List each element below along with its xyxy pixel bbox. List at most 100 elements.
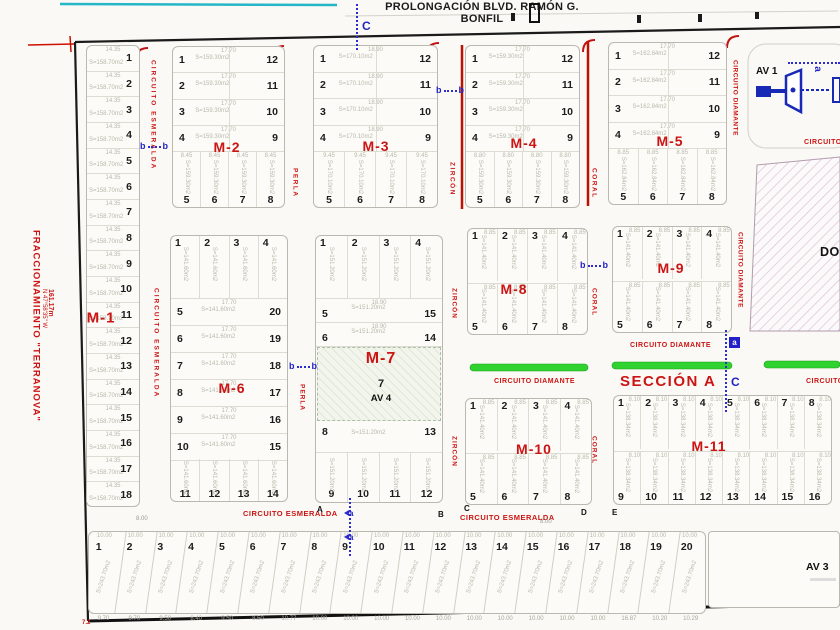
lot-number: 15 bbox=[526, 541, 539, 553]
lot-dim-label: 8.10 bbox=[737, 397, 750, 403]
lot-number: 14 bbox=[496, 541, 508, 553]
lot-area-label: S=158.70m2 bbox=[89, 213, 124, 220]
dim-cell: 10.29 bbox=[675, 616, 706, 624]
block-m3: 1 12 S=170.10m2 18.90 2 11 S=170.10m2 18.90 3 10 S… bbox=[313, 45, 438, 208]
street-diamante-horizontal-3: CIRCUITO DIAMANTE bbox=[806, 378, 840, 385]
section-marker-a-box: a bbox=[729, 337, 740, 348]
lot-dim-label: 17.70 bbox=[514, 47, 531, 53]
lot-cell: 13 S=138.34m2 8.10 bbox=[722, 452, 749, 504]
lot-area-label: S=141.60m2 bbox=[211, 246, 218, 281]
lot-number: 12 bbox=[419, 52, 431, 65]
lot-dim-label: 10.00 bbox=[435, 533, 451, 539]
lot-cell: 10.00 14 S=243.70m2 bbox=[483, 532, 520, 613]
street-diamante-horizontal-4: CIRCUITO DIAMANTE bbox=[804, 139, 840, 146]
lot-cell: 14 S=138.34m2 8.10 bbox=[749, 452, 776, 504]
lot-number: 6 bbox=[501, 490, 508, 503]
lot-number: 14 bbox=[754, 490, 766, 503]
lot-dim-label: 8.10 bbox=[682, 453, 695, 459]
lot-row: 14.35 S=158.70m2 15 bbox=[87, 405, 139, 431]
section-arrow-marker: a bbox=[341, 527, 353, 545]
lot-row-bottom: 9 S=151.20m2 10 S=151.20m2 11 S=151.20m2 12 S=1… bbox=[316, 453, 442, 502]
lot-number: 3 bbox=[533, 400, 539, 412]
point-letter-b: B bbox=[438, 510, 444, 519]
lot-dim-label: 8.85 bbox=[718, 282, 730, 289]
lot-dim-label: 8.10 bbox=[737, 453, 750, 459]
lot-number: 5 bbox=[617, 318, 623, 331]
lot-area-label: S=159.30m2 bbox=[488, 54, 523, 61]
dim-cell: 8.50 bbox=[243, 616, 274, 624]
lot-dim-label: 10.00 bbox=[312, 533, 328, 539]
lot-area-label: S=151.20m2 bbox=[328, 457, 335, 493]
lot-number: 8 bbox=[322, 426, 328, 438]
lot-cell: 10.00 8 S=243.70m2 bbox=[298, 532, 336, 613]
lot-number: 19 bbox=[269, 332, 281, 345]
lot-area-label: S=158.70m2 bbox=[89, 239, 124, 246]
dim-cell: 10.00 bbox=[552, 616, 583, 624]
lot-number: 12 bbox=[699, 490, 712, 503]
lot-dim-label: 10.00 bbox=[158, 533, 174, 539]
street-esmeralda-horizontal-1: CIRCUITO ESMERALDA bbox=[243, 509, 338, 518]
lot-dim-label: 10.00 bbox=[220, 533, 236, 539]
lot-dim-label: 14.35 bbox=[105, 483, 121, 490]
block-label-m1: M-1 bbox=[86, 309, 116, 327]
lot-dim-label: 8.85 bbox=[718, 228, 730, 234]
lot-number: 1 bbox=[95, 541, 102, 553]
street-perla-vertical-1: PERLA bbox=[291, 168, 299, 198]
lot-cell: 8 S=159.30m2 8.45 bbox=[256, 152, 284, 207]
lot-dim-label: 8.80 bbox=[530, 153, 543, 159]
lot-row-bottom: 5 S=159.30m2 8.45 6 S=159.30m2 8.45 7 S=159.30m… bbox=[173, 152, 284, 207]
survey-tick bbox=[511, 13, 515, 21]
lot-row-bottom: 5 S=159.30m2 8.80 6 S=159.30m2 8.80 7 S=159.30m… bbox=[466, 152, 579, 207]
block-m4: 1 12 S=159.30m2 17.70 2 11 S=159.30m2 17.70 3 10 S… bbox=[465, 45, 580, 208]
lot-dim-label: 17.70 bbox=[220, 48, 237, 54]
lot-cell: 2 S=151.20m2 bbox=[346, 236, 379, 298]
lot-dim-label: 8.40 bbox=[190, 616, 203, 622]
lot-row: 1 12 S=162.84m2 17.70 bbox=[609, 43, 726, 70]
lot-number: 5 bbox=[476, 193, 483, 206]
lot-area-label: S=159.30m2 bbox=[211, 159, 218, 194]
lot-number: 14 bbox=[267, 487, 279, 500]
lot-number: 5 bbox=[322, 307, 328, 320]
marker-b-letter: b bbox=[140, 141, 146, 151]
lot-area-label: S=141.40m2 bbox=[624, 233, 631, 268]
lot-area-label: S=158.70m2 bbox=[89, 418, 124, 425]
lot-number: 2 bbox=[645, 397, 652, 409]
lot-area-label: S=158.70m2 bbox=[89, 264, 124, 271]
lot-number: 1 bbox=[175, 237, 181, 249]
lot-number: 1 bbox=[320, 237, 326, 249]
lot-number: 6 bbox=[357, 193, 363, 206]
lot-number: 9 bbox=[177, 413, 183, 426]
lot-area-label: S=243.70m2 bbox=[157, 559, 175, 594]
point-letter-a: A bbox=[317, 505, 323, 514]
lot-row: 14.35 S=158.70m2 9 bbox=[87, 251, 139, 277]
dim-cell: 16.87 bbox=[613, 616, 644, 624]
lot-number: 6 bbox=[646, 318, 653, 331]
lot-number: 12 bbox=[120, 334, 132, 347]
lot-row: 3 10 S=162.84m2 17.70 bbox=[609, 96, 726, 123]
lot-area-label: S=151.20m2 bbox=[351, 329, 386, 336]
lot-number: 5 bbox=[183, 193, 190, 206]
lot-cell: 6 S=138.34m2 8.10 bbox=[749, 396, 776, 449]
lot-area-label: S=170.10m2 bbox=[388, 159, 394, 194]
lot-number: 11 bbox=[419, 79, 431, 91]
lot-area-label: S=162.84m2 bbox=[632, 77, 667, 84]
lot-number: 9 bbox=[567, 132, 573, 144]
section-a-label: SECCIÓN A bbox=[620, 373, 717, 390]
lot-number: 7 bbox=[177, 359, 183, 372]
lot-area-label: S=162.84m2 bbox=[649, 156, 656, 191]
lot-number: 12 bbox=[434, 541, 447, 553]
lot-dim-label: 8.85 bbox=[482, 454, 495, 461]
lot-cell: 2 S=141.40m2 8.85 bbox=[641, 227, 672, 279]
lot-area-label: S=151.20m2 bbox=[391, 457, 398, 493]
lot-dim-label: 18.90 bbox=[367, 73, 384, 80]
lot-cell: 3 S=141.40m2 8.85 bbox=[527, 229, 557, 281]
lot-number: 15 bbox=[781, 490, 794, 503]
lot-number: 5 bbox=[177, 305, 183, 318]
lot-area-label: S=170.10m2 bbox=[338, 80, 373, 87]
block-bottom-strip: 10.00 1 S=243.70m2 10.00 2 S=243.70m2 10.00 3 S=… bbox=[88, 531, 706, 614]
donation-label: DON bbox=[820, 245, 840, 259]
dim-cell: 10.00 bbox=[521, 616, 552, 624]
lot-area-label: S=138.34m2 bbox=[705, 402, 712, 437]
lot-number: 4 bbox=[188, 541, 194, 553]
